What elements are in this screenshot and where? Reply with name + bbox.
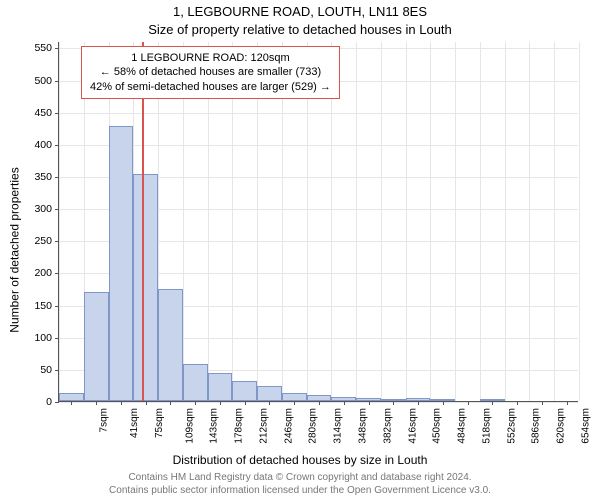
x-tick: 450sqm xyxy=(432,408,443,444)
x-tick: 143sqm xyxy=(209,408,220,444)
gridline-v xyxy=(529,42,530,401)
gridline-v xyxy=(356,42,357,401)
y-tick: 500 xyxy=(34,75,52,87)
chart-container: 1, LEGBOURNE ROAD, LOUTH, LN11 8ES Size … xyxy=(0,0,600,500)
y-tick: 0 xyxy=(46,396,52,408)
x-tick: 552sqm xyxy=(506,408,517,444)
gridline-v xyxy=(455,42,456,401)
footer-attribution: Contains HM Land Registry data © Crown c… xyxy=(0,472,600,497)
x-tick: 484sqm xyxy=(457,408,468,444)
property-callout: 1 LEGBOURNE ROAD: 120sqm← 58% of detache… xyxy=(81,46,340,99)
y-tick: 550 xyxy=(34,42,52,54)
gridline-v xyxy=(430,42,431,401)
x-tick-labels: 7sqm 41sqm 75sqm 109sqm 143sqm 178sqm 212sqm 24… xyxy=(58,404,578,460)
histogram-bar xyxy=(59,393,84,401)
y-tick: 200 xyxy=(34,267,52,279)
x-tick: 586sqm xyxy=(531,408,542,444)
x-tick: 109sqm xyxy=(184,408,195,444)
histogram-bar xyxy=(84,292,109,401)
histogram-bar xyxy=(208,373,233,401)
y-tick: 400 xyxy=(34,139,52,151)
footer-line-2: Contains public sector information licen… xyxy=(0,485,600,498)
x-tick: 280sqm xyxy=(308,408,319,444)
x-tick: 348sqm xyxy=(358,408,369,444)
callout-line3: 42% of semi-detached houses are larger (… xyxy=(90,80,331,94)
y-tick: 150 xyxy=(34,300,52,312)
gridline-v xyxy=(59,42,60,401)
chart-title-sub: Size of property relative to detached ho… xyxy=(0,22,600,37)
histogram-bar xyxy=(183,364,208,401)
gridline-v xyxy=(554,42,555,401)
x-tick: 654sqm xyxy=(580,408,591,444)
plot-area: 1 LEGBOURNE ROAD: 120sqm← 58% of detache… xyxy=(58,42,578,402)
y-tick: 100 xyxy=(34,332,52,344)
y-tick-labels: 050100150200250300350400450500550 xyxy=(0,42,56,402)
gridline-v xyxy=(505,42,506,401)
x-tick: 620sqm xyxy=(556,408,567,444)
x-axis-label: Distribution of detached houses by size … xyxy=(0,453,600,467)
chart-title-main: 1, LEGBOURNE ROAD, LOUTH, LN11 8ES xyxy=(0,4,600,19)
histogram-bar xyxy=(257,386,282,401)
gridline-v xyxy=(406,42,407,401)
histogram-bar xyxy=(282,393,307,401)
x-tick: 75sqm xyxy=(154,408,165,438)
y-tick: 250 xyxy=(34,235,52,247)
histogram-bar xyxy=(109,126,134,401)
gridline-v xyxy=(480,42,481,401)
y-tick: 50 xyxy=(40,364,52,376)
callout-line1: 1 LEGBOURNE ROAD: 120sqm xyxy=(90,51,331,65)
histogram-bar xyxy=(133,174,158,401)
gridline-h xyxy=(59,113,578,114)
y-tick: 450 xyxy=(34,107,52,119)
y-tick: 300 xyxy=(34,203,52,215)
x-tick: 518sqm xyxy=(481,408,492,444)
x-tick: 212sqm xyxy=(259,408,270,444)
x-tick: 246sqm xyxy=(283,408,294,444)
gridline-h xyxy=(59,145,578,146)
x-tick: 7sqm xyxy=(99,408,110,432)
histogram-bar xyxy=(158,289,183,402)
gridline-v xyxy=(381,42,382,401)
y-tick: 350 xyxy=(34,171,52,183)
histogram-bar xyxy=(232,381,257,401)
x-tick: 41sqm xyxy=(129,408,140,438)
callout-line2: ← 58% of detached houses are smaller (73… xyxy=(90,65,331,79)
x-tick: 382sqm xyxy=(382,408,393,444)
x-tick: 314sqm xyxy=(333,408,344,444)
gridline-v xyxy=(579,42,580,401)
x-tick: 178sqm xyxy=(234,408,245,444)
footer-line-1: Contains HM Land Registry data © Crown c… xyxy=(0,472,600,485)
x-tick: 416sqm xyxy=(407,408,418,444)
